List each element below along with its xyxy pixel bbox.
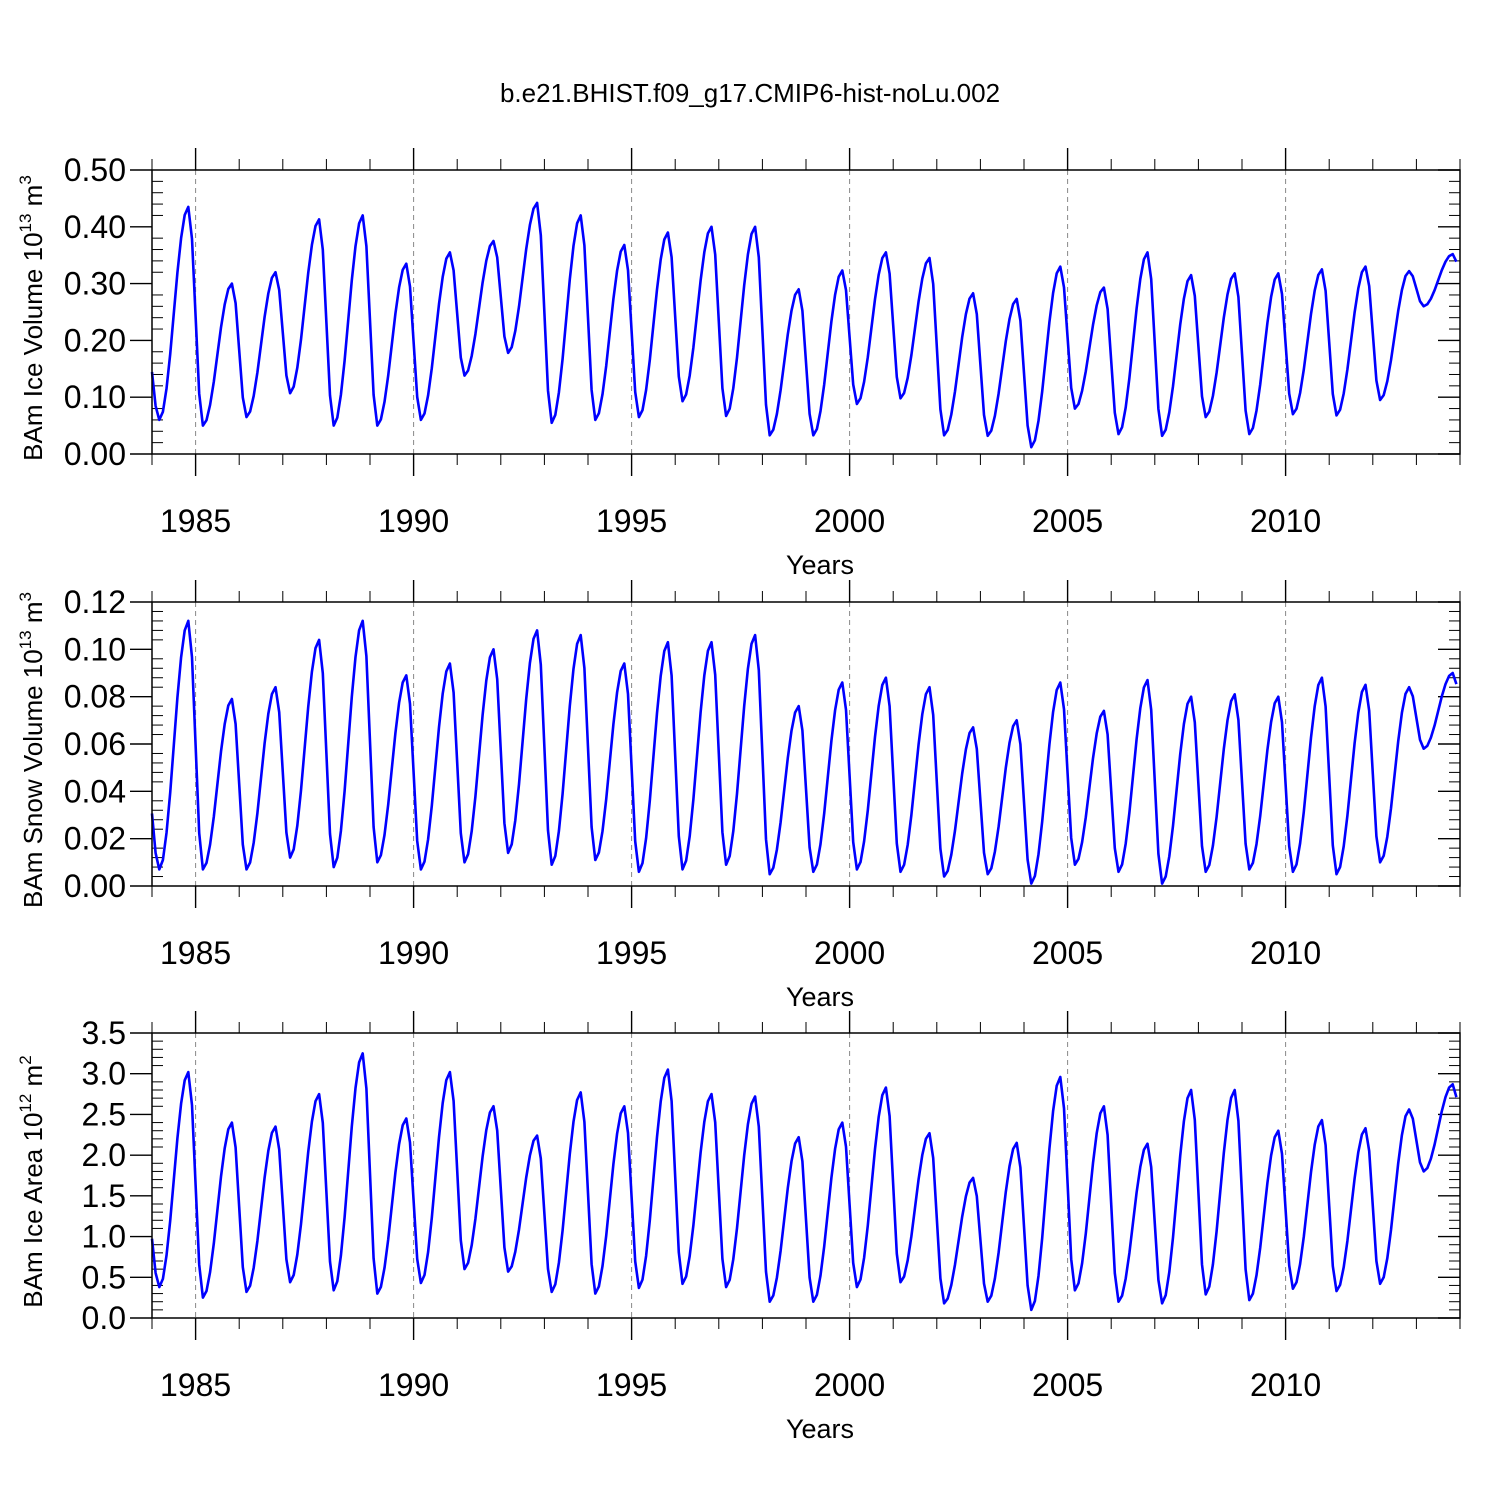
- y-tick-label: 0.30: [64, 266, 126, 302]
- y-tick-label: 0.50: [64, 152, 126, 188]
- y-tick-label: 0.04: [64, 773, 126, 809]
- y-tick-label: 0.00: [64, 436, 126, 472]
- y-tick-label: 0.40: [64, 209, 126, 245]
- x-tick-label: 1995: [596, 503, 667, 539]
- y-label-unit-exponent: 2: [16, 1055, 35, 1064]
- y-label-exponent: 13: [16, 214, 35, 233]
- y-tick-label: 1.5: [82, 1178, 126, 1214]
- y-tick-label: 0.0: [82, 1300, 126, 1336]
- plot-frame: [151, 1032, 1461, 1319]
- y-label-unit: m: [18, 601, 48, 630]
- y-axis-label: BAm Ice Area 1012 m2: [16, 1055, 48, 1307]
- x-tick-label: 2005: [1032, 935, 1103, 971]
- x-tick-label: 1985: [160, 503, 231, 539]
- x-tick-label: 1985: [160, 935, 231, 971]
- y-tick-label: 0.02: [64, 821, 126, 857]
- x-tick-label: 1995: [596, 935, 667, 971]
- x-tick-label: 2000: [814, 935, 885, 971]
- x-tick-label: 2010: [1250, 503, 1321, 539]
- x-tick-label: 1985: [160, 1367, 231, 1403]
- y-label-unit: m: [18, 185, 48, 214]
- panel-1: 0.00 0.10 0.20 0.30 0.40 0.50 1985 1990 1995 2000…: [16, 148, 1461, 580]
- panel-3: 0.0 0.5 1.0 1.5 2.0 2.5 3.0 3.5 1985 1990 1995 2000…: [16, 1011, 1461, 1444]
- panel-2: 0.00 0.02 0.04 0.06 0.08 0.10 0.12 1985 1990 1995…: [16, 580, 1461, 1012]
- y-label-text: BAm Snow Volume 10: [18, 649, 48, 908]
- y-tick-label: 0.5: [82, 1259, 126, 1295]
- x-tick-label: 2005: [1032, 1367, 1103, 1403]
- series-line: [150, 201, 1458, 449]
- y-tick-label: 2.0: [82, 1137, 126, 1173]
- x-tick-label: 2000: [814, 503, 885, 539]
- plot-frame: [151, 601, 1461, 887]
- y-tick-label: 1.0: [82, 1219, 126, 1255]
- y-tick-label: 0.00: [64, 868, 126, 904]
- x-axis-label: Years: [786, 550, 854, 580]
- x-tick-label: 1990: [378, 935, 449, 971]
- x-axis-label: Years: [786, 1414, 854, 1444]
- series-line: [150, 619, 1458, 885]
- y-label-exponent: 13: [16, 630, 35, 649]
- x-tick-label: 2000: [814, 1367, 885, 1403]
- y-tick-label: 0.06: [64, 726, 126, 762]
- x-tick-label: 2005: [1032, 503, 1103, 539]
- y-label-unit: m: [18, 1065, 48, 1094]
- y-label-text: BAm Ice Area 10: [18, 1113, 48, 1308]
- y-axis-label: BAm Ice Volume 1013 m3: [16, 175, 48, 461]
- y-tick-label: 0.10: [64, 379, 126, 415]
- y-axis-label: BAm Snow Volume 1013 m3: [16, 592, 48, 908]
- y-tick-label: 2.5: [82, 1096, 126, 1132]
- y-tick-label: 0.08: [64, 679, 126, 715]
- y-tick-label: 3.5: [82, 1015, 126, 1051]
- y-tick-label: 0.12: [64, 584, 126, 620]
- x-axis-label: Years: [786, 982, 854, 1012]
- series-line: [150, 1052, 1458, 1312]
- x-tick-label: 2010: [1250, 1367, 1321, 1403]
- y-tick-label: 0.10: [64, 631, 126, 667]
- plot-frame: [151, 169, 1461, 455]
- y-label-unit-exponent: 3: [16, 175, 35, 184]
- x-tick-label: 1990: [378, 503, 449, 539]
- x-tick-label: 1995: [596, 1367, 667, 1403]
- figure-title: b.e21.BHIST.f09_g17.CMIP6-hist-noLu.002: [499, 78, 1001, 108]
- y-tick-label: 0.20: [64, 322, 126, 358]
- y-tick-label: 3.0: [82, 1056, 126, 1092]
- y-label-text: BAm Ice Volume 10: [18, 232, 48, 460]
- x-tick-label: 2010: [1250, 935, 1321, 971]
- y-label-unit-exponent: 3: [16, 592, 35, 601]
- y-label-exponent: 12: [16, 1094, 35, 1113]
- x-tick-label: 1990: [378, 1367, 449, 1403]
